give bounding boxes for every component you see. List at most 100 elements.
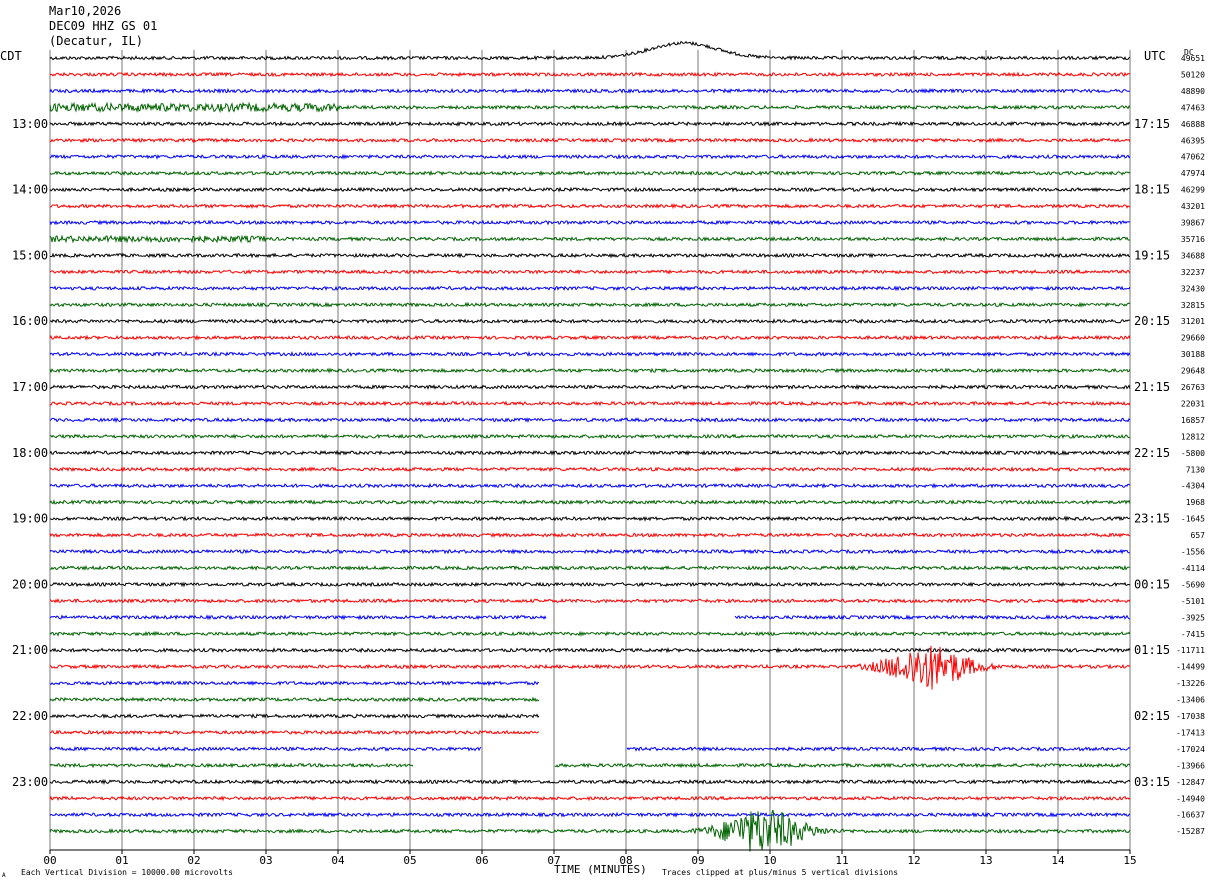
trace-12 — [50, 252, 1131, 259]
x-tick-label: 13 — [979, 854, 992, 867]
dc-offset-label: 49651 — [1181, 54, 1205, 63]
time-axis: 00 01 02 03 04 05 06 07 08 09 10 11 12 13 14 15 — [43, 849, 1137, 867]
dc-offset-label: 46395 — [1181, 136, 1205, 145]
x-tick-label: 00 — [43, 854, 56, 867]
trace-20 — [49, 383, 1131, 391]
location-label: (Decatur, IL) — [49, 34, 143, 48]
dc-offset-label: 46888 — [1181, 120, 1205, 129]
trace-33 — [49, 597, 1131, 604]
x-tick-label: 08 — [619, 854, 632, 867]
dc-offset-label: 32237 — [1181, 268, 1205, 277]
dc-offset-label: 29660 — [1181, 334, 1205, 343]
x-tick-label: 06 — [475, 854, 488, 867]
dc-label: DC — [1184, 48, 1194, 57]
right-hour-label: 02:15 — [1134, 709, 1170, 723]
dc-offset-label: -17038 — [1176, 712, 1205, 721]
trace-11 — [49, 234, 1131, 244]
left-hour-label: 20:00 — [12, 577, 48, 591]
right-hour-label: 19:15 — [1134, 248, 1170, 262]
dc-offset-label: 46299 — [1181, 186, 1205, 195]
dc-offset-label: -13966 — [1176, 761, 1205, 770]
dc-offset-label: 34688 — [1181, 251, 1205, 260]
trace-23 — [49, 433, 1131, 440]
dc-offset-label: -14499 — [1176, 663, 1205, 672]
right-hour-label: 03:15 — [1134, 775, 1170, 789]
dc-offset-label: 50120 — [1181, 70, 1205, 79]
trace-13 — [49, 268, 1131, 275]
trace-3 — [49, 101, 1131, 114]
station-label: DEC09 HHZ GS 01 — [49, 19, 158, 33]
dc-offset-label: -12847 — [1176, 778, 1205, 787]
trace-37 — [49, 645, 1131, 690]
x-tick-label: 04 — [331, 854, 345, 867]
trace-16 — [49, 318, 1131, 325]
trace-38 — [49, 680, 540, 687]
x-tick-label: 01 — [115, 854, 128, 867]
left-hour-label: 21:00 — [12, 643, 48, 657]
trace-27 — [49, 499, 1131, 506]
trace-40 — [49, 713, 540, 719]
trace-15 — [49, 301, 1131, 308]
trace-46 — [49, 811, 1131, 818]
right-timezone-label: UTC — [1144, 49, 1166, 63]
left-hour-label: 22:00 — [12, 709, 48, 723]
dc-offset-label: 30188 — [1181, 350, 1205, 359]
dc-offset-label: 12812 — [1181, 432, 1205, 441]
trace-17 — [49, 334, 1131, 341]
dc-offset-label: -14940 — [1176, 794, 1205, 803]
trace-9 — [49, 202, 1131, 210]
left-hour-label: 15:00 — [12, 248, 48, 262]
trace-28 — [49, 515, 1131, 522]
dc-offset-label: -11711 — [1176, 646, 1205, 655]
dc-offset-label: 48890 — [1181, 87, 1205, 96]
trace-35 — [49, 630, 1131, 637]
trace-1 — [49, 71, 1131, 78]
trace-31 — [49, 564, 1131, 572]
left-hour-label: 16:00 — [12, 314, 48, 328]
trace-7 — [49, 169, 1131, 177]
right-hour-label: 17:15 — [1134, 117, 1170, 131]
trace-34 — [49, 614, 1131, 621]
dc-offset-label: 1968 — [1186, 498, 1205, 507]
trace-45 — [49, 795, 1131, 802]
dc-offset-label: -5800 — [1181, 449, 1205, 458]
trace-14 — [49, 285, 1131, 292]
clip-note: Traces clipped at plus/minus 5 vertical … — [662, 868, 899, 877]
dc-offset-label: 47974 — [1181, 169, 1205, 178]
left-hour-label: 19:00 — [12, 512, 48, 526]
date-label: Mar10,2026 — [49, 4, 122, 18]
trace-36 — [49, 647, 1131, 654]
trace-0 — [49, 40, 1131, 61]
dc-offset-label: -4304 — [1181, 482, 1205, 491]
trace-43 — [49, 762, 1131, 769]
x-tick-label: 09 — [691, 854, 704, 867]
dc-offset-label: -5690 — [1181, 580, 1205, 589]
dc-offset-label: -5101 — [1181, 597, 1205, 606]
seismic-traces — [49, 40, 1131, 852]
left-timezone-label: CDT — [0, 49, 22, 63]
dc-offset-label: 16857 — [1181, 416, 1205, 425]
trace-2 — [49, 87, 1131, 95]
right-hour-label: 18:15 — [1134, 183, 1170, 197]
trace-4 — [49, 120, 1131, 127]
dc-offset-label: 657 — [1191, 531, 1206, 540]
dc-offset-label: 39867 — [1181, 219, 1205, 228]
trace-18 — [49, 350, 1131, 358]
x-tick-label: 10 — [763, 854, 776, 867]
dc-offset-label: 29648 — [1181, 367, 1205, 376]
left-hour-label: 13:00 — [12, 117, 48, 131]
hour-labels: 13:00 14:00 15:00 16:00 17:00 18:00 19:00 20:00… — [12, 54, 1205, 836]
dc-offset-label: 35716 — [1181, 235, 1205, 244]
trace-25 — [49, 466, 1131, 473]
trace-21 — [49, 400, 1131, 407]
vertical-grid — [49, 50, 1131, 850]
dc-offset-label: -13226 — [1176, 679, 1205, 688]
x-tick-label: 11 — [835, 854, 848, 867]
trace-44 — [49, 778, 1131, 786]
dc-offset-label: 47062 — [1181, 153, 1205, 162]
x-tick-label: 03 — [259, 854, 272, 867]
dc-offset-label: -15287 — [1176, 827, 1205, 836]
dc-offset-label: 32815 — [1181, 301, 1205, 310]
x-tick-label: 07 — [547, 854, 560, 867]
x-tick-label: 02 — [187, 854, 200, 867]
